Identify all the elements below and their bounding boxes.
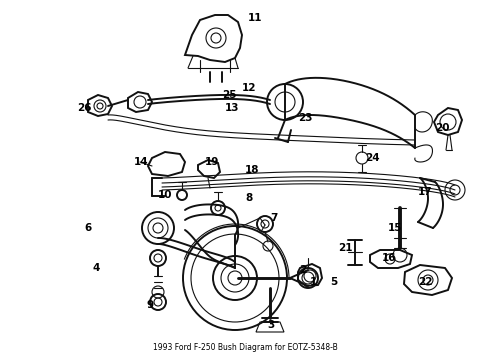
Text: 21: 21 — [338, 243, 352, 253]
Circle shape — [177, 190, 187, 200]
Text: 1993 Ford F-250 Bush Diagram for EOTZ-5348-B: 1993 Ford F-250 Bush Diagram for EOTZ-53… — [152, 343, 338, 352]
Text: 7: 7 — [270, 213, 277, 223]
Text: 14: 14 — [133, 157, 148, 167]
Text: 12: 12 — [242, 83, 256, 93]
Text: 15: 15 — [388, 223, 402, 233]
Text: 13: 13 — [225, 103, 240, 113]
Text: 5: 5 — [330, 277, 337, 287]
Circle shape — [257, 216, 273, 232]
Text: 10: 10 — [157, 190, 172, 200]
Text: 25: 25 — [222, 90, 237, 100]
Text: 18: 18 — [245, 165, 260, 175]
Text: 26: 26 — [77, 103, 92, 113]
Circle shape — [150, 250, 166, 266]
Text: 24: 24 — [365, 153, 380, 163]
Text: 2: 2 — [299, 265, 306, 275]
Text: 8: 8 — [245, 193, 252, 203]
Text: 20: 20 — [435, 123, 449, 133]
Text: 3: 3 — [268, 320, 274, 330]
Circle shape — [142, 212, 174, 244]
Text: 23: 23 — [298, 113, 313, 123]
Text: 6: 6 — [85, 223, 92, 233]
Text: 9: 9 — [147, 300, 153, 310]
Text: 4: 4 — [93, 263, 100, 273]
Text: 17: 17 — [418, 187, 433, 197]
Text: 19: 19 — [205, 157, 220, 167]
Text: 16: 16 — [382, 253, 396, 263]
Text: 1: 1 — [310, 277, 317, 287]
Circle shape — [211, 201, 225, 215]
Text: 11: 11 — [248, 13, 263, 23]
Text: 22: 22 — [418, 277, 433, 287]
